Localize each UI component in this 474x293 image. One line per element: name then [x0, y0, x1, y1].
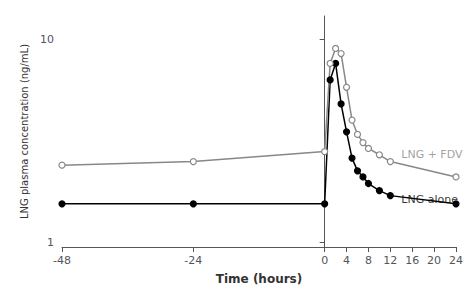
svg-text:LNG + FDV: LNG + FDV — [401, 148, 463, 161]
svg-text:LNG plasma concentration (ng/m: LNG plasma concentration (ng/mL) — [19, 44, 30, 219]
svg-text:20: 20 — [427, 254, 441, 267]
svg-text:12: 12 — [383, 254, 397, 267]
svg-text:4: 4 — [343, 254, 350, 267]
svg-text:Time (hours): Time (hours) — [216, 272, 302, 286]
svg-text:16: 16 — [405, 254, 419, 267]
svg-text:-24: -24 — [184, 254, 202, 267]
svg-text:24: 24 — [449, 254, 463, 267]
svg-text:8: 8 — [365, 254, 372, 267]
svg-text:0: 0 — [321, 254, 328, 267]
svg-text:-48: -48 — [53, 254, 71, 267]
svg-text:10: 10 — [40, 33, 54, 46]
svg-text:1: 1 — [47, 236, 54, 249]
svg-text:LNG alone: LNG alone — [401, 193, 458, 207]
